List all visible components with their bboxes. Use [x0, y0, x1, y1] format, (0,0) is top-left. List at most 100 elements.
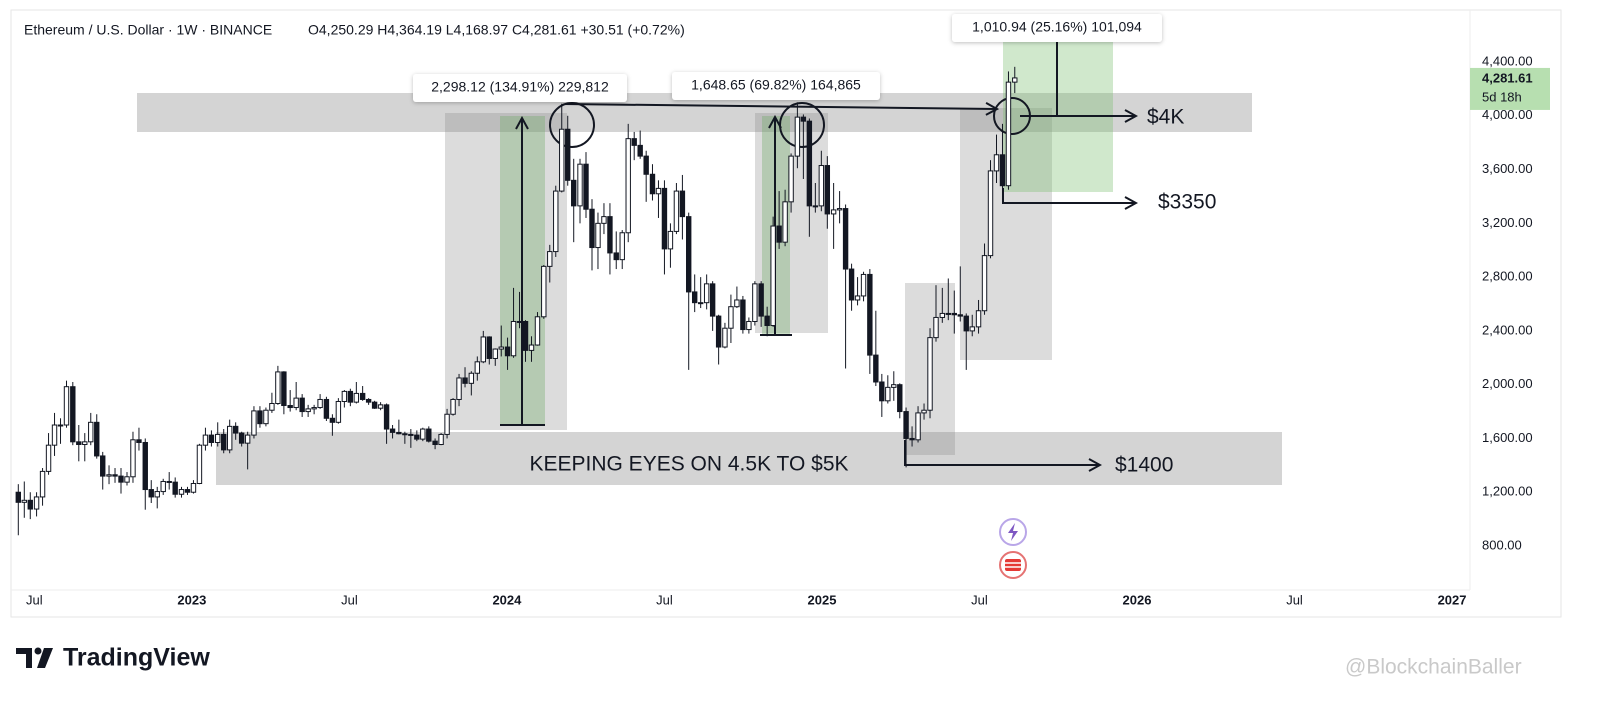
candle-body — [673, 190, 680, 232]
candle-body — [45, 444, 52, 472]
price-tag — [1470, 67, 1550, 110]
candle-body — [788, 155, 794, 203]
candle-body — [383, 404, 390, 430]
candle-body — [106, 474, 112, 477]
candle-body — [148, 489, 154, 498]
candle-body — [347, 390, 354, 403]
candle-body — [196, 444, 203, 484]
candle-body — [752, 283, 758, 322]
candle-body — [57, 424, 64, 427]
candle-body — [842, 208, 849, 270]
y-tick-label: 3,600.00 — [1482, 161, 1533, 176]
candle-body — [516, 320, 523, 323]
candle-body — [637, 144, 643, 157]
candle-body — [740, 299, 746, 331]
candle-body — [921, 409, 927, 414]
symbol: Ethereum / U.S. Dollar · 1W · BINANCE — [24, 22, 272, 38]
candle-body — [746, 320, 752, 331]
price-tag-label: 4,281.61 — [1482, 70, 1533, 85]
candle-body — [389, 428, 396, 433]
candle-body — [238, 432, 245, 444]
x-tick-label: 2027 — [1438, 592, 1467, 607]
candle-body — [758, 283, 764, 317]
candle-body — [480, 336, 486, 363]
candle-body — [691, 291, 698, 304]
candle-body — [130, 439, 136, 478]
candle-body — [770, 225, 776, 327]
candle-body — [486, 336, 492, 359]
candle-body — [993, 154, 1000, 172]
candle-body — [715, 315, 722, 348]
candle-body — [269, 403, 275, 411]
candle-body — [166, 480, 172, 483]
candle-body — [522, 320, 529, 351]
x-tick-label: Jul — [1286, 592, 1303, 607]
logo-mark — [16, 648, 32, 668]
y-tick-label: 1,600.00 — [1482, 430, 1533, 445]
candle-body — [341, 390, 348, 402]
candle-body — [208, 434, 215, 443]
candle-body — [510, 320, 517, 357]
candle-body — [263, 409, 269, 425]
measure-label: 1,648.65 (69.82%) 164,865 — [691, 77, 861, 93]
candle-body — [734, 299, 740, 308]
candle-body — [981, 255, 988, 312]
candle-body — [154, 491, 160, 498]
candle-body — [124, 476, 130, 483]
candle-body — [649, 173, 656, 195]
candle-body — [722, 327, 728, 348]
candle-body — [408, 433, 414, 436]
candle-body — [534, 316, 541, 346]
candle-body — [806, 120, 813, 207]
candle-body — [927, 337, 933, 411]
candle-body — [776, 225, 782, 243]
candle-body — [51, 424, 58, 446]
annotations: 2,298.12 (134.91%) 229,812 1,648.65 (69.… — [413, 14, 1216, 579]
event-icon-glyph — [1005, 559, 1021, 571]
candle-body — [848, 268, 855, 301]
candle-body — [559, 128, 565, 192]
candle-body — [293, 397, 299, 409]
candle-body — [595, 222, 601, 249]
candle-body — [329, 417, 336, 423]
candle-body — [830, 209, 837, 215]
candle-body — [353, 392, 360, 403]
logo-text: TradingView — [63, 644, 210, 672]
candle-body — [909, 437, 915, 441]
candle-body — [335, 400, 342, 423]
candle-body — [987, 170, 994, 257]
candle-body — [420, 428, 426, 440]
chart-frame — [10, 9, 1562, 618]
top-circle — [549, 102, 595, 148]
candle-body — [432, 440, 438, 446]
price-tag-countdown: 5d 18h — [1482, 89, 1522, 104]
candle-body — [879, 381, 885, 402]
y-tick-label: 2,400.00 — [1482, 322, 1533, 337]
candle-body — [577, 163, 583, 207]
candle-body — [456, 377, 462, 400]
tradingview-logo: TradingView — [16, 644, 210, 672]
candle-body — [1012, 77, 1018, 83]
y-tick-label: 2,800.00 — [1482, 269, 1533, 284]
axes: 800.00 1,200.00 1,600.00 2,000.00 2,400.00 2,… — [26, 53, 1550, 607]
candle-body — [317, 398, 323, 409]
candle-body — [939, 312, 946, 318]
x-tick-label: 2024 — [492, 592, 522, 607]
candle-body — [299, 397, 305, 413]
candle-body — [794, 116, 801, 157]
candle-body — [190, 482, 197, 493]
candle-body — [547, 251, 553, 267]
logo-mark — [37, 648, 53, 668]
candle-body — [27, 499, 33, 510]
candle-body — [903, 411, 909, 439]
candle-body — [571, 179, 577, 207]
range-box — [755, 113, 828, 333]
candle-body — [764, 315, 770, 327]
x-tick-label: Jul — [971, 592, 988, 607]
candle-body — [450, 398, 456, 415]
candle-body — [975, 310, 982, 328]
candle-body — [396, 431, 402, 435]
level-label: $3350 — [1158, 191, 1216, 214]
candle-body — [221, 433, 227, 451]
